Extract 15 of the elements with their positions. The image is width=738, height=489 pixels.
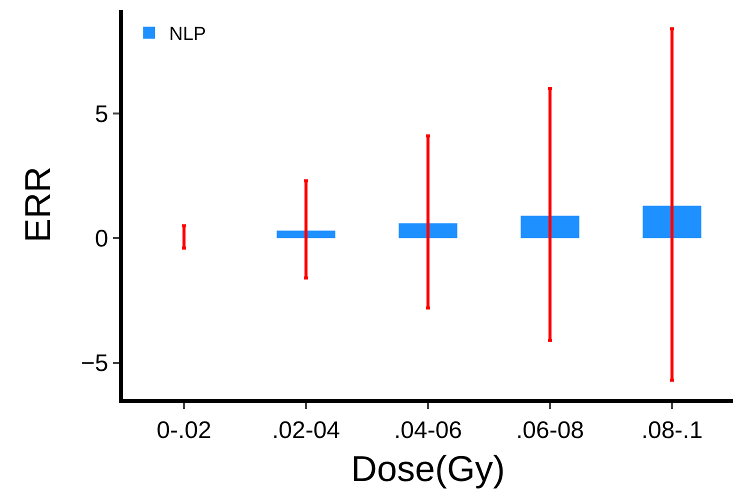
bar [520, 216, 580, 238]
legend-label: NLP [169, 24, 206, 46]
y-tick-label: 5 [94, 100, 108, 128]
x-tick-label: .04-06 [394, 416, 462, 444]
bar [642, 206, 702, 238]
x-tick-label: .02-04 [272, 416, 340, 444]
bar [398, 223, 458, 238]
x-tick-label: .08-.1 [641, 416, 703, 444]
x-tick-label: 0-.02 [156, 416, 212, 444]
x-axis-title: Dose(Gy) [350, 448, 506, 489]
y-axis-title: ERR [17, 166, 58, 243]
bar [276, 230, 336, 238]
x-tick-label: .06-08 [516, 416, 584, 444]
y-tick-label: 0 [94, 226, 108, 253]
y-tick-label: −5 [80, 350, 108, 378]
